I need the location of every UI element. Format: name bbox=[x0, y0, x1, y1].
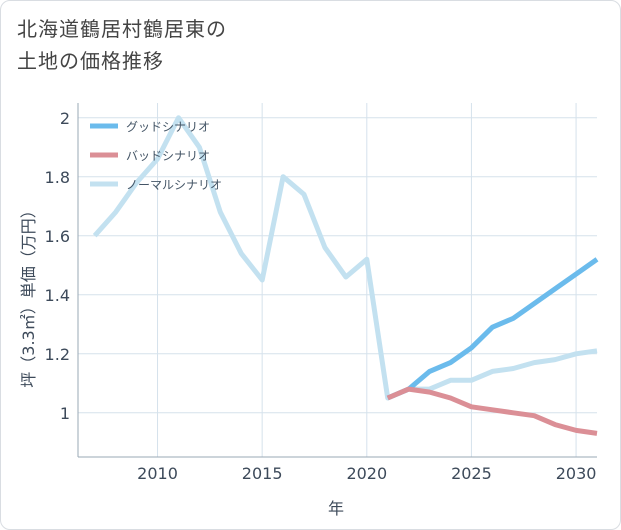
legend-label: グッドシナリオ bbox=[126, 120, 210, 134]
x-tick-label: 2030 bbox=[556, 464, 597, 483]
series-line-ノーマルシナリオ bbox=[92, 115, 598, 401]
x-tick-label: 2015 bbox=[242, 464, 283, 483]
chart-title: 北海道鶴居村鶴居東の 土地の価格推移 bbox=[17, 13, 227, 77]
y-tick-label: 2 bbox=[60, 109, 70, 128]
y-tick-label: 1.4 bbox=[45, 286, 70, 305]
chart-title-line1: 北海道鶴居村鶴居東の bbox=[17, 17, 227, 41]
legend-label: バッドシナリオ bbox=[126, 149, 210, 163]
x-tick-label: 2020 bbox=[346, 464, 387, 483]
chart-axes: 1 1.2 1.4 1.6 1.8 2 2010 2015 2020 2025 2030 bbox=[45, 103, 597, 483]
x-tick-label: 2010 bbox=[137, 464, 178, 483]
x-axis-title: 年 bbox=[328, 499, 344, 518]
y-axis-title: 坪（3.3㎡）単価（万円） bbox=[19, 202, 38, 387]
y-tick-label: 1 bbox=[60, 404, 70, 423]
legend-label: ノーマルシナリオ bbox=[126, 178, 222, 192]
y-tick-label: 1.8 bbox=[45, 168, 70, 187]
series-line-バッドシナリオ bbox=[386, 386, 598, 436]
y-tick-label: 1.6 bbox=[45, 227, 70, 246]
y-tick-label: 1.2 bbox=[45, 345, 70, 364]
chart-title-line2: 土地の価格推移 bbox=[17, 49, 164, 73]
chart-series bbox=[92, 115, 599, 436]
series-line-グッドシナリオ bbox=[386, 257, 599, 401]
x-tick-label: 2025 bbox=[451, 464, 492, 483]
